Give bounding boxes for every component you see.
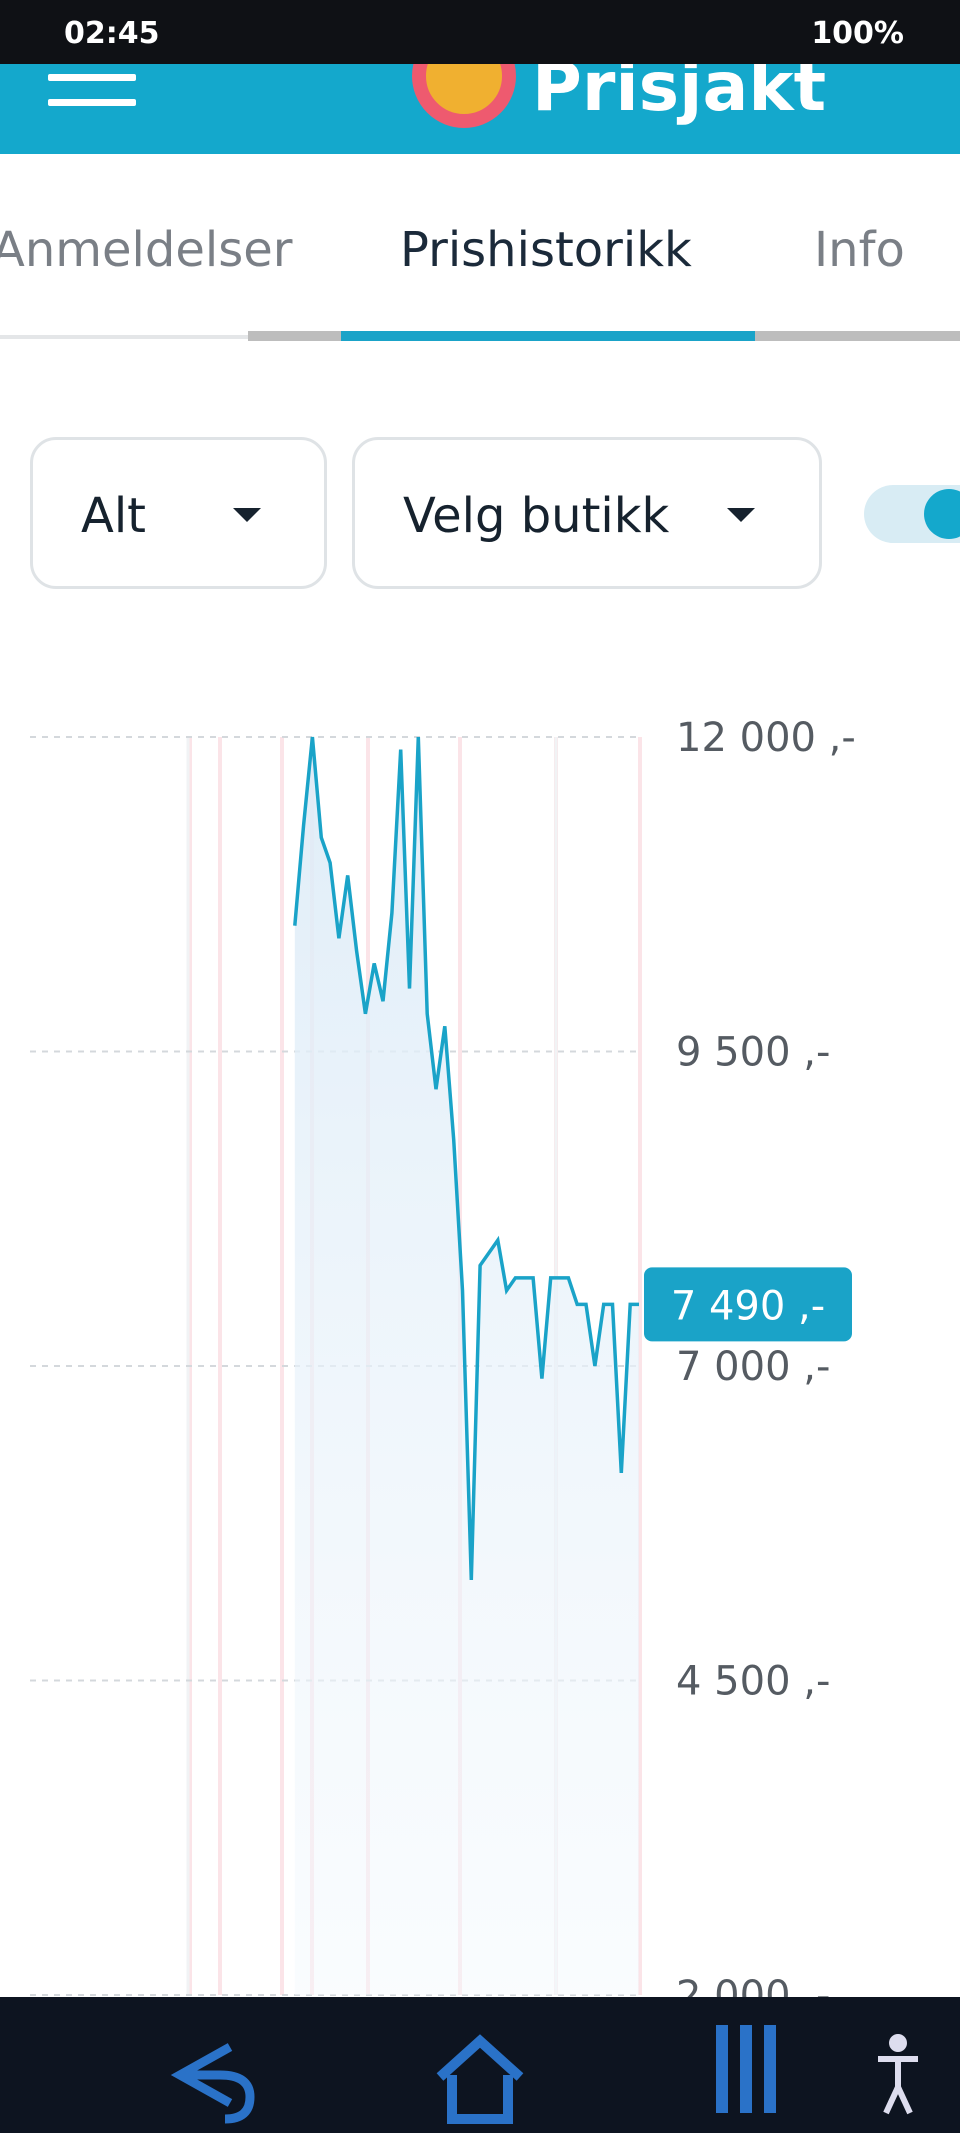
toggle[interactable]: [864, 485, 960, 543]
y-tick-label: 9 500 ,-: [676, 1030, 830, 1076]
y-tick-label: 4 500 ,-: [676, 1659, 830, 1705]
price-line: [293, 736, 639, 1580]
nav-icons: [170, 2025, 918, 2124]
tab[interactable]: Anmeldelser: [0, 222, 293, 278]
current-price-label: 7 490 ,-: [671, 1283, 825, 1329]
current-price-badge: 7 490 ,-: [644, 1267, 852, 1342]
current-price-marker: [644, 1267, 852, 1342]
tab[interactable]: Info: [814, 222, 905, 278]
y-tick-label: 7 000 ,-: [676, 1344, 830, 1390]
dropdown-label: Velg butikk: [403, 488, 670, 544]
home-button[interactable]: [436, 2034, 524, 2124]
recents-button[interactable]: [716, 2025, 776, 2113]
logo-text[interactable]: Prisjakt: [532, 64, 827, 127]
caret: [727, 508, 755, 522]
clock: 02:45: [64, 16, 160, 51]
tab-active[interactable]: Prishistorikk: [400, 222, 692, 278]
nav-bar: [0, 1997, 960, 2133]
tab-track: [0, 335, 248, 339]
store-dropdown[interactable]: Velg butikk: [352, 437, 822, 589]
menu-button[interactable]: [48, 74, 136, 124]
price-area: [294, 737, 639, 1995]
back-button[interactable]: [170, 2043, 255, 2124]
tab-indicator: [341, 331, 755, 341]
dropdown-label: Alt: [81, 488, 146, 544]
caret: [233, 508, 261, 522]
accessibility-button[interactable]: [878, 2034, 918, 2115]
logo-icon: [412, 64, 516, 128]
app-header: Prisjakt: [0, 64, 960, 154]
period-dropdown[interactable]: Alt: [30, 437, 327, 589]
battery: 100%: [811, 16, 904, 51]
status-bar: 02:45 100%: [0, 0, 960, 64]
y-tick-label: 12 000 ,-: [676, 715, 856, 761]
